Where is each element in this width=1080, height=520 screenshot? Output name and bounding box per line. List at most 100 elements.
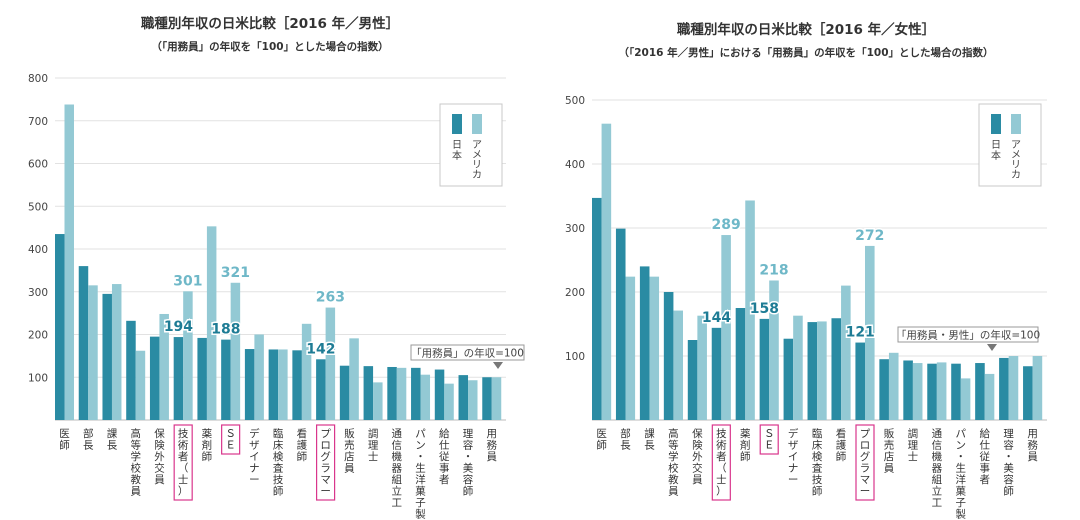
category-label: 高等学校教員 [668, 427, 679, 498]
bar-usa-7 [769, 280, 779, 420]
y-tick-label: 300 [28, 287, 48, 299]
category-highlight-box [316, 424, 336, 501]
legend-box [978, 103, 1042, 187]
category-label: プログラマー [860, 428, 871, 498]
category-label: 看護師 [836, 427, 847, 463]
bar-japan-8 [783, 338, 794, 420]
bar-usa-15 [960, 378, 971, 420]
bar-japan-11 [316, 359, 326, 420]
bar-japan-14 [387, 366, 397, 420]
bar-usa-18 [1032, 356, 1043, 420]
bar-usa-16 [984, 373, 995, 420]
legend-label-usa: アメリカ [472, 140, 482, 181]
y-tick-label: 100 [28, 372, 48, 384]
category-label: 高等学校教員 [130, 427, 141, 498]
category-label: 保険外交員 [154, 427, 165, 486]
bar-usa-6 [206, 226, 217, 420]
bar-usa-10 [841, 285, 851, 420]
category-label: 薬剤師 [740, 428, 751, 463]
y-tick-label: 400 [565, 159, 585, 171]
bar-usa-1 [88, 285, 98, 420]
category-highlight-box [855, 424, 875, 501]
bar-usa-17 [468, 380, 478, 420]
bar-usa-3 [135, 350, 146, 420]
category-label: 調理士 [368, 427, 379, 463]
bar-usa-17 [1008, 356, 1019, 420]
callout-box [897, 326, 1039, 343]
bar-japan-16 [975, 363, 985, 420]
bar-japan-3 [126, 320, 136, 420]
bar-usa-7 [230, 282, 241, 420]
data-label: 158 [750, 301, 779, 317]
y-tick-label: 300 [565, 223, 585, 235]
bar-usa-8 [254, 334, 264, 420]
bar-usa-11 [325, 307, 336, 420]
category-label: 保険外交員 [692, 427, 703, 486]
legend-label-japan: 日本 [452, 140, 462, 162]
bar-japan-5 [173, 337, 184, 420]
bar-japan-7 [221, 339, 231, 420]
y-tick-label: 400 [28, 244, 48, 256]
bar-usa-8 [793, 315, 803, 420]
bar-japan-4 [149, 336, 160, 420]
category-highlight-box [173, 424, 193, 501]
category-label: デザイナー [788, 427, 799, 486]
bar-usa-6 [745, 200, 755, 420]
chart-1: 職種別年収の日米比較［2016 年／男性］ （「用務員」の年収を「100」とした場… [28, 15, 525, 520]
category-label: ＳＥ [764, 428, 775, 452]
legend-swatch-usa [472, 114, 482, 134]
chart-title: 職種別年収の日米比較［2016 年／女性］ [677, 21, 935, 38]
category-label: 薬剤師 [202, 428, 213, 463]
category-label: 医師 [59, 428, 70, 452]
bar-japan-10 [292, 350, 302, 420]
callout-box [410, 344, 525, 361]
data-label: 194 [164, 319, 193, 335]
bar-japan-2 [639, 266, 650, 420]
y-tick-label: 500 [28, 201, 48, 213]
data-label: 321 [221, 265, 250, 281]
bar-usa-13 [912, 363, 923, 420]
bar-usa-2 [649, 276, 660, 420]
legend-label-japan: 日本 [991, 140, 1001, 162]
bar-usa-15 [420, 374, 431, 420]
chart-subtitle: （「用務員」の年収を「100」とした場合の指数） [151, 40, 388, 53]
data-label: 142 [306, 341, 335, 357]
bar-usa-11 [865, 245, 875, 420]
category-label: 課長 [107, 427, 118, 452]
category-label: 看護師 [297, 427, 308, 463]
bar-japan-0 [592, 197, 602, 420]
bar-usa-12 [349, 338, 359, 420]
category-label: 医師 [596, 428, 607, 452]
category-label: 給仕従事者 [979, 427, 990, 486]
bar-usa-18 [491, 377, 502, 420]
y-tick-label: 800 [28, 73, 48, 85]
callout-arrow-icon [493, 362, 503, 369]
data-label: 144 [702, 310, 731, 326]
category-label: 用務員 [487, 428, 498, 463]
category-highlight-box [221, 424, 241, 455]
category-label: パン・生洋菓子製造工 [956, 428, 967, 520]
category-label: 販売店員 [344, 428, 355, 475]
chart-subtitle: （「2016 年／男性」における「用務員」の年収を「100」とした場合の指数） [618, 46, 993, 59]
data-label: 121 [846, 325, 875, 341]
category-label: 部長 [83, 427, 94, 452]
category-label: 用務員 [1027, 428, 1038, 463]
bar-japan-16 [434, 369, 445, 420]
y-tick-label: 200 [28, 330, 48, 342]
bar-japan-12 [339, 365, 350, 420]
bar-japan-13 [903, 360, 913, 420]
bar-usa-0 [64, 104, 74, 420]
bar-japan-0 [55, 234, 65, 420]
legend-swatch-usa [1011, 114, 1021, 134]
bar-japan-4 [687, 340, 698, 420]
legend-label-usa: アメリカ [1011, 140, 1021, 181]
bar-usa-16 [444, 383, 454, 420]
category-label: プログラマー [320, 428, 331, 498]
callout-arrow-icon [987, 344, 997, 351]
bar-japan-15 [951, 363, 961, 420]
bar-japan-18 [1023, 366, 1033, 420]
bar-usa-12 [888, 352, 899, 420]
category-label: 技術者（士） [716, 427, 727, 498]
data-label: 272 [855, 228, 884, 244]
